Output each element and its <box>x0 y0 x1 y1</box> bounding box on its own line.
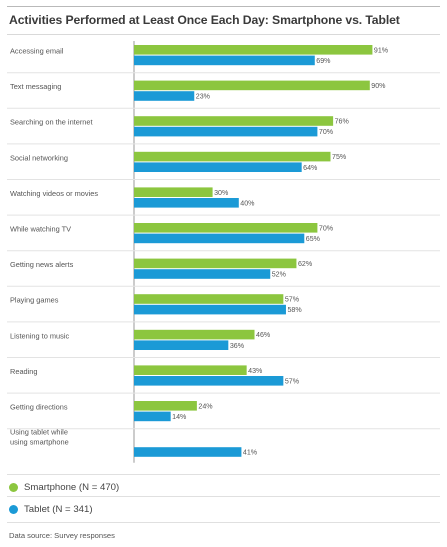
legend-swatch-smartphone <box>9 483 18 492</box>
bar-tablet-getting-news-alerts <box>134 269 271 279</box>
value-label-tablet-playing-games: 58% <box>287 306 302 314</box>
legend-label-smartphone: Smartphone (N = 470) <box>24 482 120 493</box>
bar-tablet-reading <box>134 376 284 386</box>
bar-smartphone-accessing-email <box>134 45 373 55</box>
bar-tablet-while-watching-tv <box>134 233 305 244</box>
bar-smartphone-playing-games <box>134 294 284 304</box>
category-label-social-networking: Social networking <box>10 153 68 162</box>
category-label-searching-on-the-internet: Searching on the internet <box>10 118 93 127</box>
value-label-smartphone-searching-on-the-internet: 76% <box>335 118 350 126</box>
legend-label-tablet: Tablet (N = 341) <box>24 504 93 515</box>
bar-smartphone-watching-videos-or-movies <box>134 187 213 197</box>
category-label-accessing-email: Accessing email <box>10 47 64 56</box>
bar-smartphone-text-messaging <box>134 80 370 91</box>
bar-tablet-using-tablet-while-using-smartphone <box>134 447 242 457</box>
value-label-smartphone-while-watching-tv: 70% <box>319 224 334 232</box>
bar-tablet-watching-videos-or-movies <box>134 198 239 208</box>
value-label-tablet-accessing-email: 69% <box>316 57 331 65</box>
value-label-smartphone-watching-videos-or-movies: 30% <box>214 189 229 197</box>
value-label-tablet-watching-videos-or-movies: 40% <box>240 199 255 207</box>
value-label-tablet-searching-on-the-internet: 70% <box>319 128 334 136</box>
value-label-tablet-text-messaging: 23% <box>196 93 211 101</box>
value-label-smartphone-social-networking: 75% <box>332 153 347 161</box>
title-top-rule <box>7 6 440 7</box>
value-label-tablet-getting-news-alerts: 52% <box>272 271 287 279</box>
legend-item-smartphone: Smartphone (N = 470) <box>9 482 119 493</box>
value-label-smartphone-listening-to-music: 46% <box>256 331 271 339</box>
chart-title: Activities Performed at Least Once Each … <box>9 13 400 27</box>
category-label-text-messaging: Text messaging <box>10 82 61 91</box>
bar-smartphone-searching-on-the-internet <box>134 116 334 126</box>
bar-tablet-accessing-email <box>134 55 315 66</box>
value-label-smartphone-reading: 43% <box>248 367 263 375</box>
bar-smartphone-getting-directions <box>134 401 197 411</box>
value-label-smartphone-text-messaging: 90% <box>371 82 386 90</box>
legend-top-rule <box>7 474 440 475</box>
legend-middle-rule <box>7 496 440 497</box>
bar-tablet-text-messaging <box>134 91 195 101</box>
value-label-tablet-reading: 57% <box>285 377 300 385</box>
title-bottom-rule <box>7 34 440 35</box>
value-label-smartphone-playing-games: 57% <box>285 296 300 304</box>
bar-tablet-getting-directions <box>134 411 171 422</box>
category-label-playing-games: Playing games <box>10 296 59 305</box>
category-label-reading: Reading <box>10 367 38 376</box>
value-label-smartphone-getting-news-alerts: 62% <box>298 260 313 268</box>
category-label-listening-to-music: Listening to music <box>10 331 69 340</box>
category-label-getting-news-alerts: Getting news alerts <box>10 260 74 269</box>
value-label-tablet-social-networking: 64% <box>303 164 318 172</box>
bar-chart: Accessing email 91% 69% Text messaging 90% 23… <box>7 41 440 463</box>
bar-smartphone-reading <box>134 365 247 375</box>
bar-smartphone-social-networking <box>134 151 331 162</box>
data-source-note: Data source: Survey responses <box>9 531 115 540</box>
legend-swatch-tablet <box>9 505 18 514</box>
category-label-while-watching-tv: While watching TV <box>10 225 71 234</box>
value-label-smartphone-getting-directions: 24% <box>198 402 213 410</box>
bar-tablet-social-networking <box>134 162 302 172</box>
category-label-getting-directions: Getting directions <box>10 403 68 412</box>
value-label-tablet-using-tablet-while-using-smartphone: 41% <box>243 449 258 457</box>
bar-tablet-listening-to-music <box>134 340 229 350</box>
bar-smartphone-while-watching-tv <box>134 223 318 233</box>
value-label-tablet-getting-directions: 14% <box>172 413 187 421</box>
category-label-using-tablet-while-using-smartphone: Using tablet while using smartphone <box>10 428 69 447</box>
value-label-tablet-listening-to-music: 36% <box>230 342 245 350</box>
bar-tablet-searching-on-the-internet <box>134 126 318 137</box>
bar-smartphone-listening-to-music <box>134 329 255 340</box>
legend-item-tablet: Tablet (N = 341) <box>9 504 93 515</box>
bar-tablet-playing-games <box>134 304 286 315</box>
category-label-watching-videos-or-movies: Watching videos or movies <box>10 189 98 198</box>
bar-smartphone-getting-news-alerts <box>134 258 297 269</box>
value-label-tablet-while-watching-tv: 65% <box>306 235 321 243</box>
legend-bottom-rule <box>7 522 440 523</box>
value-label-smartphone-accessing-email: 91% <box>374 46 389 54</box>
